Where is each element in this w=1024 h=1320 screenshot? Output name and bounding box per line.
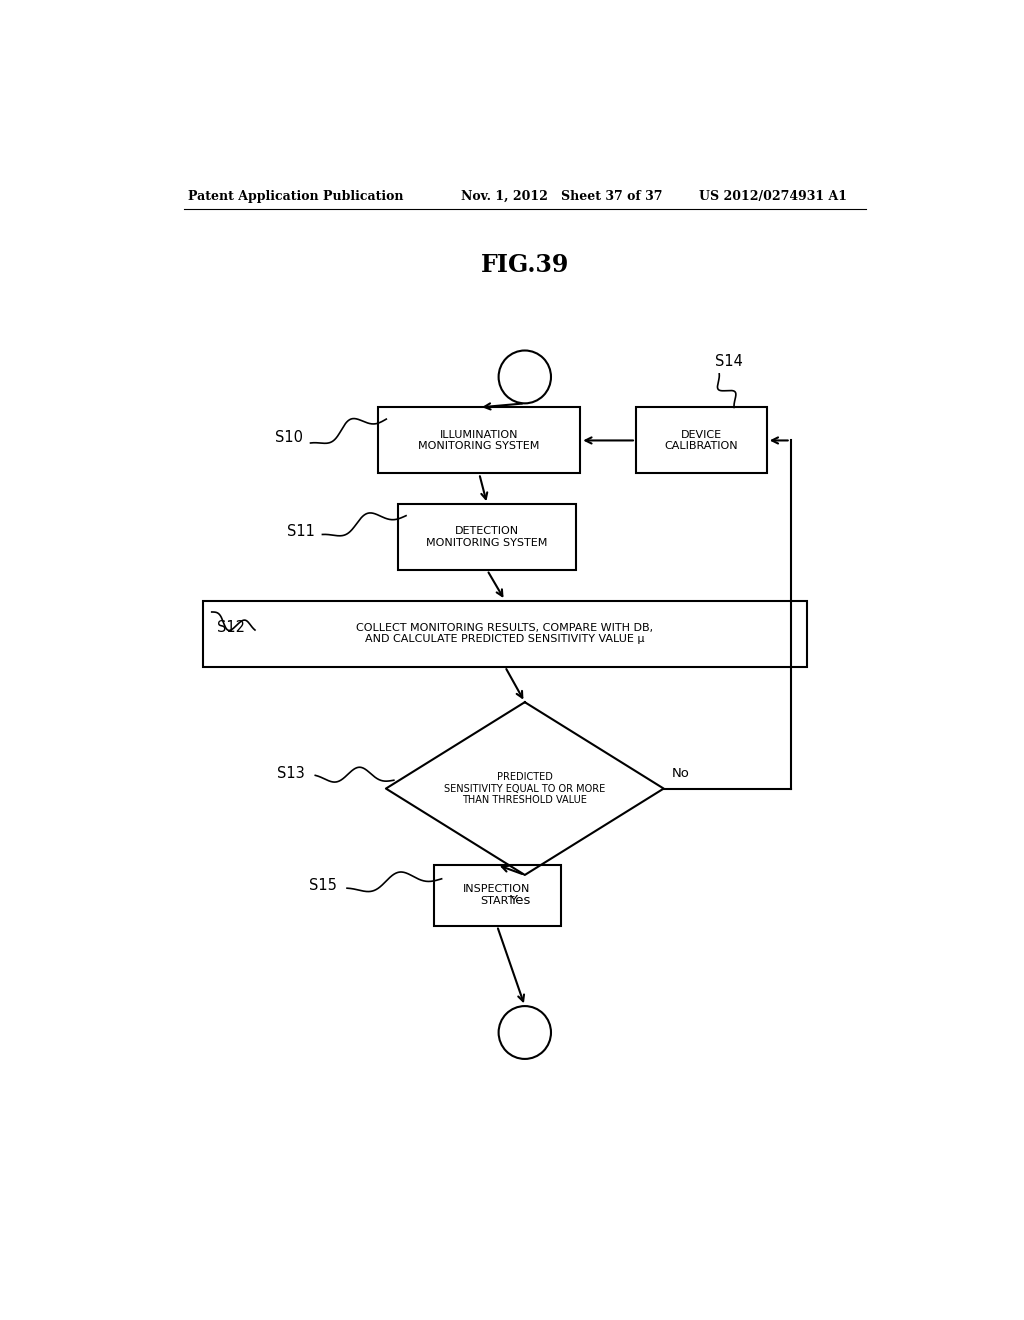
Text: US 2012/0274931 A1: US 2012/0274931 A1 [699,190,848,202]
Text: Patent Application Publication: Patent Application Publication [187,190,403,202]
Text: COLLECT MONITORING RESULTS, COMPARE WITH DB,
AND CALCULATE PREDICTED SENSITIVITY: COLLECT MONITORING RESULTS, COMPARE WITH… [356,623,653,644]
Text: DEVICE
CALIBRATION: DEVICE CALIBRATION [665,429,738,451]
Text: No: No [672,767,689,780]
Text: S14: S14 [715,354,743,370]
Text: S13: S13 [278,766,305,781]
Text: FIG.39: FIG.39 [480,253,569,277]
Text: S11: S11 [287,524,314,539]
Text: Nov. 1, 2012   Sheet 37 of 37: Nov. 1, 2012 Sheet 37 of 37 [461,190,663,202]
Text: PREDICTED
SENSITIVITY EQUAL TO OR MORE
THAN THRESHOLD VALUE: PREDICTED SENSITIVITY EQUAL TO OR MORE T… [444,772,605,805]
Text: INSPECTION
START: INSPECTION START [463,884,530,906]
Text: S10: S10 [274,430,303,445]
Text: DETECTION
MONITORING SYSTEM: DETECTION MONITORING SYSTEM [426,527,548,548]
Text: ILLUMINATION
MONITORING SYSTEM: ILLUMINATION MONITORING SYSTEM [419,429,540,451]
Text: S15: S15 [309,878,337,892]
Text: Yes: Yes [509,894,530,907]
Text: S12: S12 [217,620,245,635]
